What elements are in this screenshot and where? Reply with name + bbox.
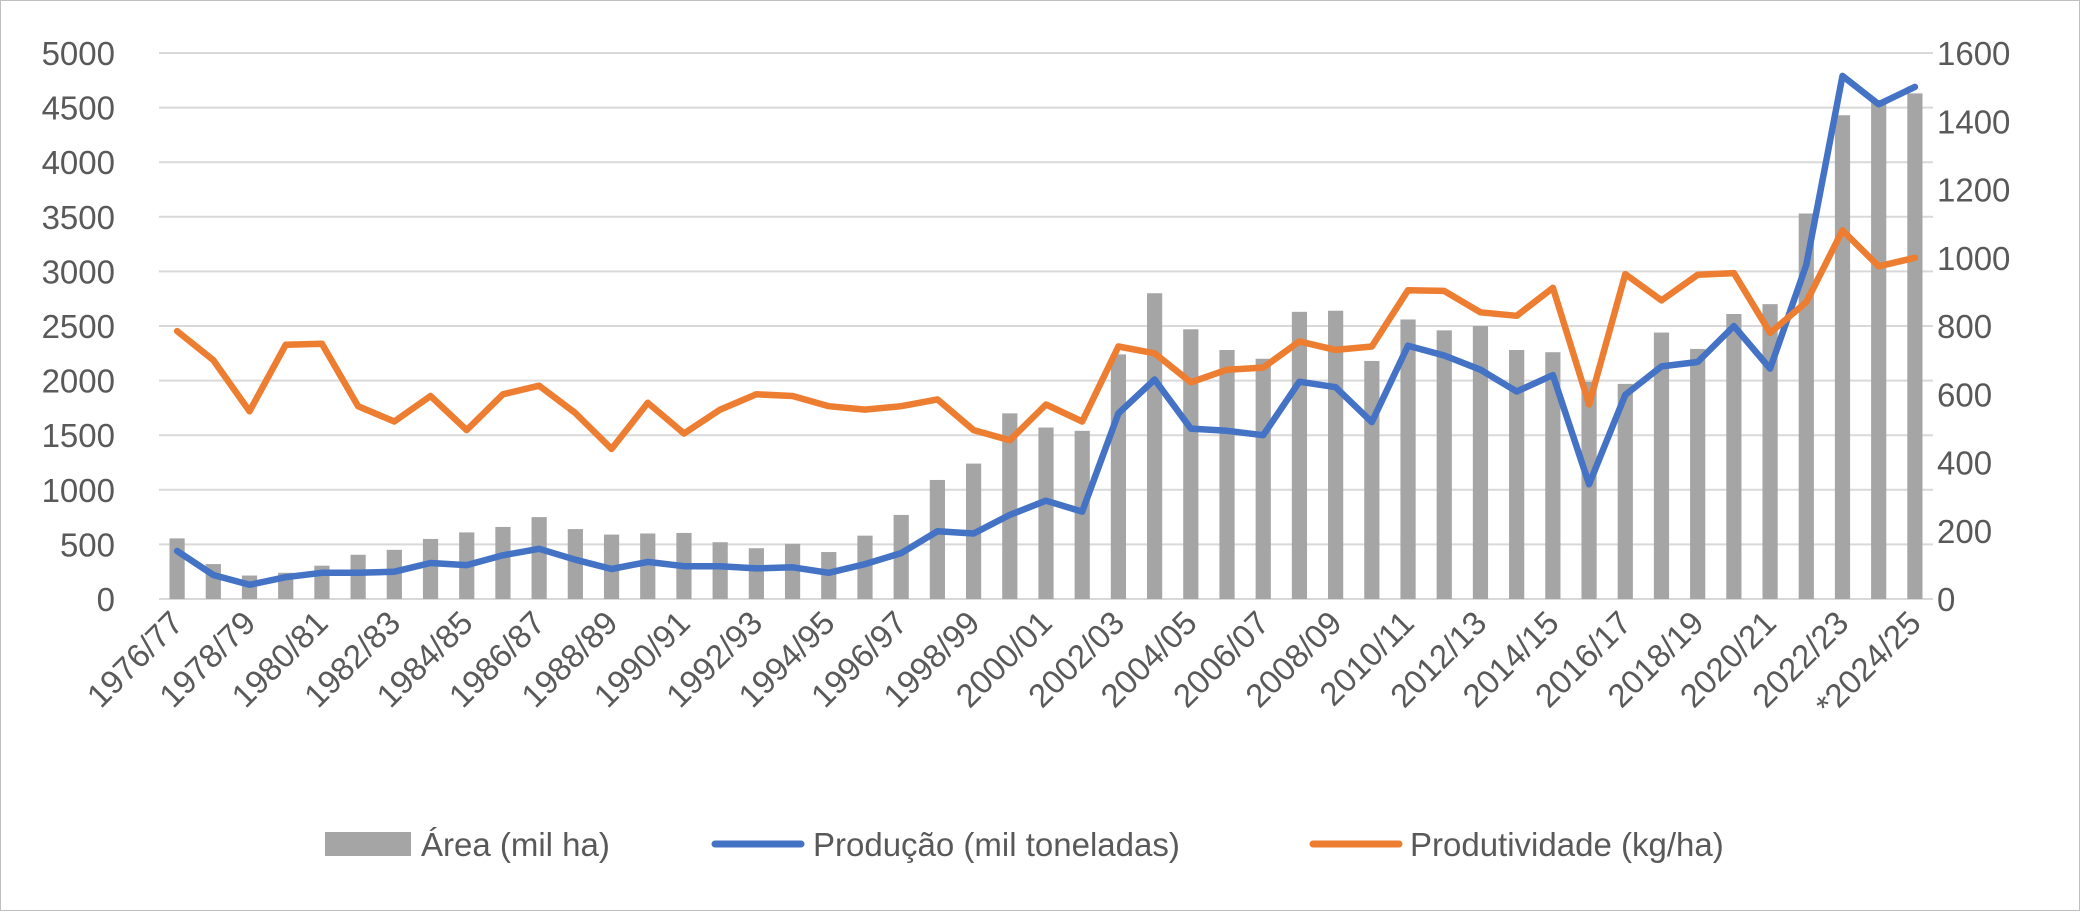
area-bar	[1653, 332, 1670, 599]
right-axis-tick-label: 1200	[1937, 172, 2010, 209]
left-axis-tick-label: 500	[60, 526, 115, 563]
area-bar	[1907, 93, 1923, 600]
right-axis-tick-label: 1600	[1937, 35, 2010, 72]
area-bar	[929, 479, 945, 599]
area-bar	[1038, 427, 1054, 599]
right-axis-tick-label: 200	[1937, 513, 1992, 550]
x-axis-tick-labels: 1976/771978/791980/811982/831984/851986/…	[80, 604, 1928, 724]
area-bar	[1545, 352, 1561, 599]
legend: Área (mil ha) Produção (mil toneladas) Pro…	[325, 826, 1724, 863]
produtividade-line	[173, 227, 1919, 453]
legend-label: Área (mil ha)	[421, 826, 610, 863]
right-axis-tick-label: 1000	[1937, 240, 2010, 277]
left-axis-tick-label: 4000	[42, 144, 115, 181]
area-bar	[1726, 313, 1742, 599]
area-bar	[1255, 358, 1271, 599]
area-bar	[1834, 115, 1851, 599]
area-bar	[1291, 311, 1308, 599]
left-axis-tick-label: 2000	[42, 363, 115, 400]
left-axis-tick-label: 3000	[42, 253, 115, 290]
area-bar	[1871, 99, 1887, 600]
legend-label: Produção (mil toneladas)	[813, 826, 1180, 863]
right-axis-tick-label: 1400	[1937, 103, 2010, 140]
area-bar	[1436, 330, 1452, 599]
left-axis-tick-label: 0	[97, 581, 115, 618]
area-bar	[748, 548, 764, 599]
area-bar	[495, 526, 511, 599]
area-bar	[640, 533, 656, 599]
area-bar	[350, 554, 366, 599]
area-bar	[1002, 413, 1018, 599]
area-bar	[1798, 213, 1814, 600]
series-lines	[173, 72, 1919, 589]
area-bar	[1183, 329, 1199, 599]
area-bar	[1472, 326, 1489, 599]
left-axis-tick-label: 5000	[42, 35, 115, 72]
left-axis-tick-label: 1500	[42, 417, 115, 454]
area-bar	[1617, 383, 1633, 599]
right-axis-tick-label: 0	[1937, 581, 1955, 618]
left-axis-tick-label: 1000	[42, 472, 115, 509]
area-bar	[1581, 381, 1597, 599]
area-bar	[893, 514, 909, 599]
area-bar	[169, 538, 185, 599]
left-axis-tick-label: 3500	[42, 199, 115, 236]
left-axis-tick-label: 4500	[42, 90, 115, 127]
left-axis-tick-labels: 0 500 1000 1500 2000 2500 3000 3500 4000 4500 5000	[42, 35, 115, 618]
gridlines	[159, 52, 1933, 600]
area-bar	[1328, 310, 1344, 599]
area-bar	[1110, 354, 1127, 599]
area-bar	[1074, 430, 1090, 599]
right-axis-tick-label: 800	[1937, 308, 1992, 345]
area-bar	[531, 517, 547, 599]
area-bar	[1400, 319, 1416, 599]
legend-swatch-area	[325, 832, 411, 856]
area-bar	[567, 529, 583, 599]
right-axis-tick-labels: 0 200 400 600 800 1000 1200 1400 1600	[1937, 35, 2010, 618]
area-bar	[1364, 360, 1380, 599]
area-bar	[1762, 304, 1778, 599]
area-bar	[712, 542, 728, 599]
producao-line	[173, 72, 1919, 589]
right-axis-tick-label: 400	[1937, 445, 1992, 482]
area-bar	[1219, 350, 1235, 599]
area-bar	[1147, 293, 1163, 599]
area-bar	[422, 538, 439, 599]
area-bar	[1509, 350, 1525, 599]
area-bars	[169, 93, 1923, 600]
legend-label: Produtividade (kg/ha)	[1410, 826, 1724, 863]
area-bar	[784, 543, 801, 599]
right-axis-tick-label: 600	[1937, 376, 1992, 413]
left-axis-tick-label: 2500	[42, 308, 115, 345]
area-bar	[1690, 348, 1706, 599]
